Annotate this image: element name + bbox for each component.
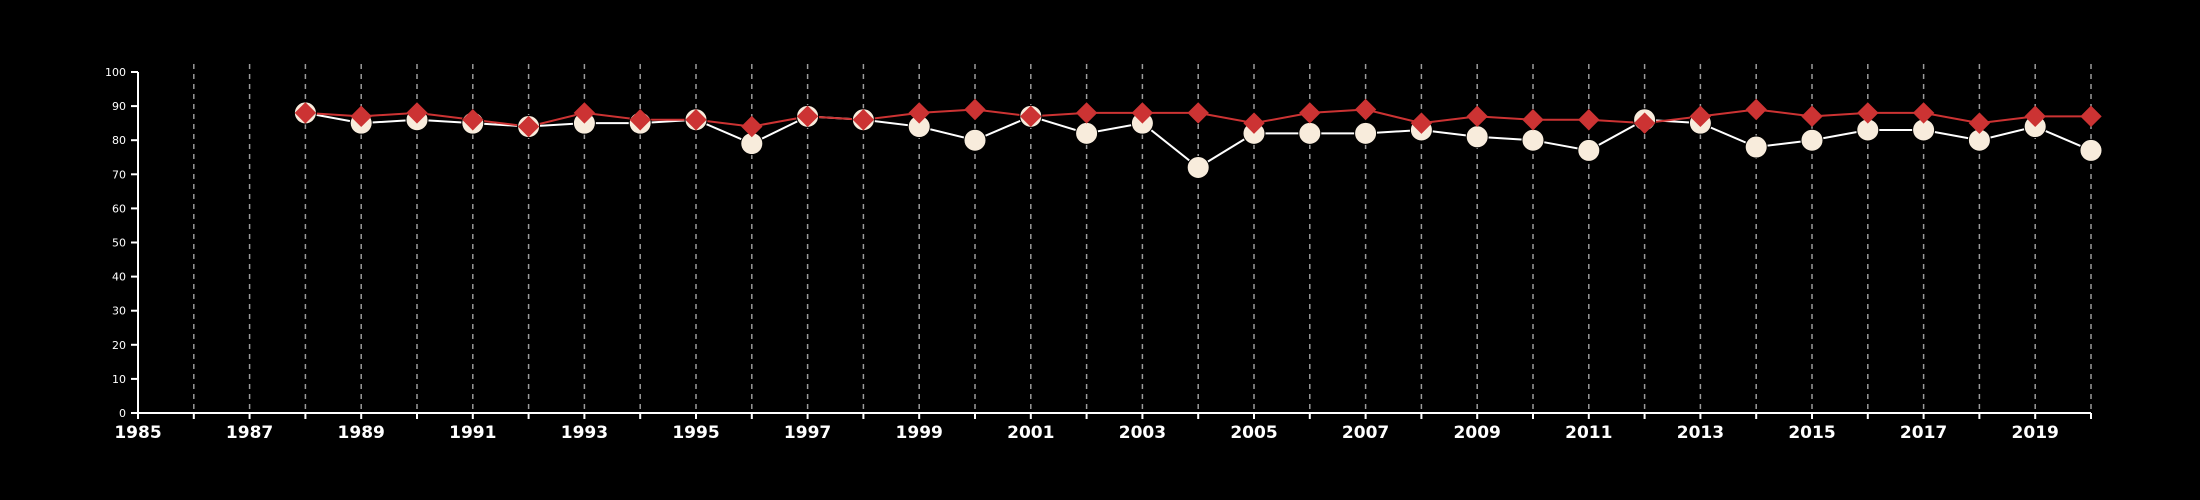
x-tick-label-1993: 1993: [561, 423, 608, 443]
x-tick-label-2015: 2015: [1788, 423, 1835, 443]
series-b-point-2005: [1243, 112, 1265, 134]
y-tick-label-90: 90: [112, 100, 126, 113]
series-markers: [293, 98, 2103, 179]
series-b-point-2007: [1354, 98, 1377, 121]
series-b-point-2011: [1578, 109, 1600, 131]
vertical-gridlines: [193, 64, 2092, 413]
series-a-point-2007: [1354, 121, 1378, 145]
series-a-point-2002: [1075, 121, 1099, 145]
x-tick-label-2009: 2009: [1454, 423, 1501, 443]
series-b-point-2020: [2080, 105, 2102, 128]
series-b-point-2017: [1912, 102, 1935, 124]
series-b-point-1990: [406, 102, 428, 124]
x-tick-label-2019: 2019: [2012, 423, 2059, 443]
series-a-point-2000: [963, 128, 987, 152]
series-b-point-1994: [629, 109, 651, 131]
series-b-point-2009: [1466, 105, 1488, 128]
x-tick-label-1987: 1987: [226, 423, 273, 443]
series-a-point-2004: [1186, 155, 1210, 179]
x-tick-label-2003: 2003: [1119, 423, 1166, 443]
y-tick-label-30: 30: [112, 305, 126, 318]
series-a-point-2015: [1800, 128, 1824, 152]
x-tick-label-1991: 1991: [449, 423, 496, 443]
series-b-point-1991: [462, 109, 484, 131]
series-b-point-2004: [1187, 102, 1209, 124]
y-tick-label-10: 10: [112, 373, 126, 386]
series-b-point-1997: [796, 105, 819, 128]
axes: [131, 71, 2092, 419]
series-b-point-2006: [1299, 102, 1321, 124]
series-a-point-2009: [1465, 125, 1489, 149]
series-b-point-2013: [1689, 105, 1712, 128]
series-b-point-2008: [1410, 112, 1433, 134]
series-b-point-2016: [1857, 102, 1879, 124]
series-b-point-2000: [964, 98, 986, 121]
series-a-point-2011: [1577, 138, 1601, 162]
series-a-point-2014: [1744, 135, 1768, 159]
x-tick-label-2007: 2007: [1342, 423, 1389, 443]
x-tick-label-1995: 1995: [672, 423, 719, 443]
series-b-point-2014: [1745, 98, 1767, 121]
series-b-point-2001: [1020, 105, 1042, 128]
x-tick-label-2011: 2011: [1565, 423, 1612, 443]
x-tick-label-1985: 1985: [114, 423, 161, 443]
series-b-point-2003: [1131, 102, 1154, 124]
series-b-point-2019: [2024, 105, 2046, 128]
series-b-point-1996: [741, 115, 763, 138]
x-tick-label-2001: 2001: [1007, 423, 1054, 443]
x-tick-label-2005: 2005: [1230, 423, 1277, 443]
series-b-point-1999: [908, 102, 930, 124]
x-tick-label-1989: 1989: [338, 423, 385, 443]
series-b-point-2018: [1968, 112, 1991, 134]
series-b-point-1988: [294, 102, 317, 124]
series-a-point-2020: [2079, 138, 2103, 162]
tick-labels: 0 10 20 30 40 50 60 70 80 90 100 1985 1987 1989 1991 19…: [105, 66, 2059, 443]
y-tick-label-40: 40: [112, 271, 126, 284]
y-tick-label-60: 60: [112, 202, 126, 215]
x-tick-label-2013: 2013: [1677, 423, 1724, 443]
y-tick-label-0: 0: [119, 407, 126, 420]
y-tick-label-80: 80: [112, 134, 126, 147]
series-a-point-2006: [1298, 121, 1322, 145]
series-b-point-2012: [1633, 112, 1656, 134]
y-tick-label-20: 20: [112, 339, 126, 352]
series-b-point-1992: [517, 115, 540, 138]
series-b-point-1998: [852, 109, 875, 131]
series-b-point-1993: [573, 102, 596, 124]
series-b-point-2002: [1075, 102, 1098, 124]
x-tick-label-1997: 1997: [784, 423, 831, 443]
y-tick-label-50: 50: [112, 237, 126, 250]
series-a-point-2010: [1521, 128, 1545, 152]
series-b-point-1995: [685, 109, 707, 131]
x-tick-label-1999: 1999: [896, 423, 943, 443]
series-b-point-2010: [1522, 109, 1544, 131]
series-b-point-1989: [350, 105, 372, 128]
series-b-point-2015: [1801, 105, 1823, 128]
y-tick-label-70: 70: [112, 168, 126, 181]
y-tick-label-100: 100: [105, 66, 126, 79]
x-tick-label-2017: 2017: [1900, 423, 1947, 443]
